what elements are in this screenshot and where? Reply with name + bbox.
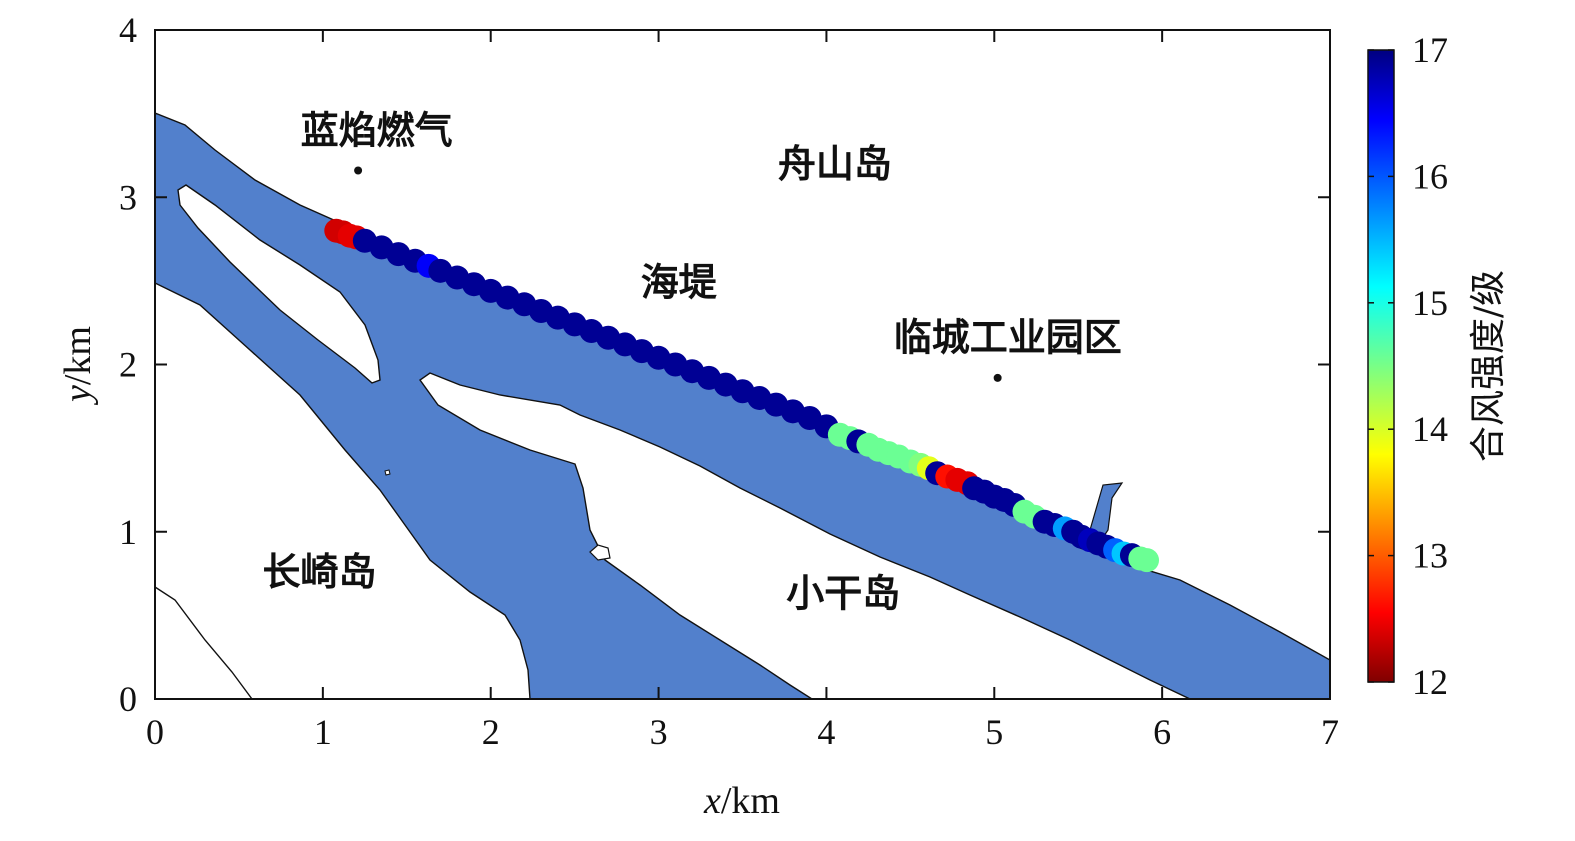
colorbar-tick-label-5: 17 — [1412, 30, 1448, 70]
colorbar-tick-label-4: 16 — [1412, 156, 1448, 196]
annotation-label-3: 临城工业园区 — [894, 315, 1122, 360]
annotation-label-5: 小干岛 — [786, 571, 900, 616]
y-tick-label-3: 3 — [119, 177, 137, 217]
annotation-point-3 — [993, 373, 1002, 382]
colorbar-ticks: 12 13 14 15 16 17 — [1368, 30, 1448, 702]
annotation-label-2: 海堤 — [641, 260, 718, 305]
islet-small — [589, 544, 611, 561]
colorbar-label: 合风强度/级 — [1468, 270, 1509, 462]
y-tick-label-1: 1 — [119, 512, 137, 552]
colorbar-tick-label-2: 14 — [1412, 409, 1448, 449]
x-tick-label-4: 4 — [817, 712, 835, 752]
colorbar-tick-label-3: 15 — [1412, 283, 1448, 323]
axis-ticks: 0 1 2 3 4 5 6 7 0 1 2 3 4 — [119, 10, 1339, 752]
x-axis-label: x/km — [703, 780, 780, 822]
coast-southwest — [155, 586, 253, 699]
y-tick-label-4: 4 — [119, 10, 137, 50]
x-tick-label-5: 5 — [985, 712, 1003, 752]
x-tick-label-1: 1 — [314, 712, 332, 752]
x-tick-label-6: 6 — [1153, 712, 1171, 752]
y-tick-label-2: 2 — [119, 345, 137, 385]
annotation-label-1: 舟山岛 — [778, 141, 892, 186]
colorbar-tick-label-1: 13 — [1412, 536, 1448, 576]
x-tick-label-7: 7 — [1321, 712, 1339, 752]
colorbar — [1367, 49, 1395, 683]
annotation-point-0 — [354, 166, 363, 175]
annotation-label-0: 蓝焰燃气 — [301, 107, 453, 152]
x-tick-label-3: 3 — [650, 712, 668, 752]
islet-tiny — [384, 469, 391, 476]
colorbar-tick-label-0: 12 — [1412, 662, 1448, 702]
annotation-label-4: 长崎岛 — [262, 549, 376, 594]
scatter-point-66 — [1135, 548, 1160, 573]
y-axis-label: y/km — [57, 326, 99, 406]
y-tick-label-0: 0 — [119, 679, 137, 719]
scatter-series — [324, 218, 1160, 573]
map-layer — [155, 112, 1330, 699]
island-west — [177, 184, 381, 384]
x-tick-label-0: 0 — [146, 712, 164, 752]
x-tick-label-2: 2 — [482, 712, 500, 752]
